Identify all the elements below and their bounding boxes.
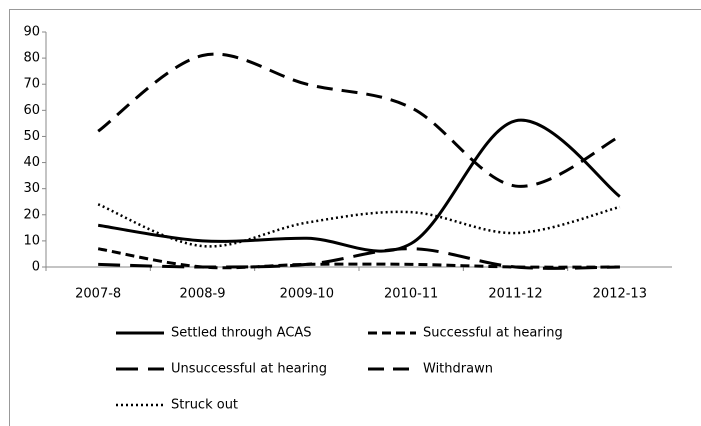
series-line <box>97 118 621 253</box>
y-tick-label: 30 <box>23 181 40 196</box>
y-tick-label: 70 <box>23 77 40 92</box>
legend-label: Withdrawn <box>423 362 493 377</box>
x-tick-label: 2012-13 <box>593 287 647 302</box>
x-tick-label: 2007-8 <box>75 287 121 302</box>
legend-label: Settled through ACAS <box>171 326 312 341</box>
y-tick-label: 90 <box>23 25 40 40</box>
legend-label: Struck out <box>171 398 238 413</box>
chart-frame <box>9 9 701 426</box>
legend-label: Unsuccessful at hearing <box>171 362 327 377</box>
x-tick-label: 2011-12 <box>488 287 542 302</box>
y-tick-label: 40 <box>23 155 40 170</box>
y-tick-label: 80 <box>23 51 40 66</box>
y-tick-label: 10 <box>23 233 40 248</box>
y-tick-label: 60 <box>23 103 40 118</box>
y-tick-label: 20 <box>23 207 40 222</box>
x-tick-label: 2010-11 <box>384 287 438 302</box>
y-tick-label: 50 <box>23 129 40 144</box>
x-tick-label: 2009-10 <box>280 287 334 302</box>
series-line <box>97 203 621 248</box>
legend-label: Successful at hearing <box>423 326 563 341</box>
x-tick-label: 2008-9 <box>179 287 225 302</box>
series-line <box>97 52 621 188</box>
y-tick-label: 0 <box>32 260 40 275</box>
series-line <box>98 247 620 270</box>
